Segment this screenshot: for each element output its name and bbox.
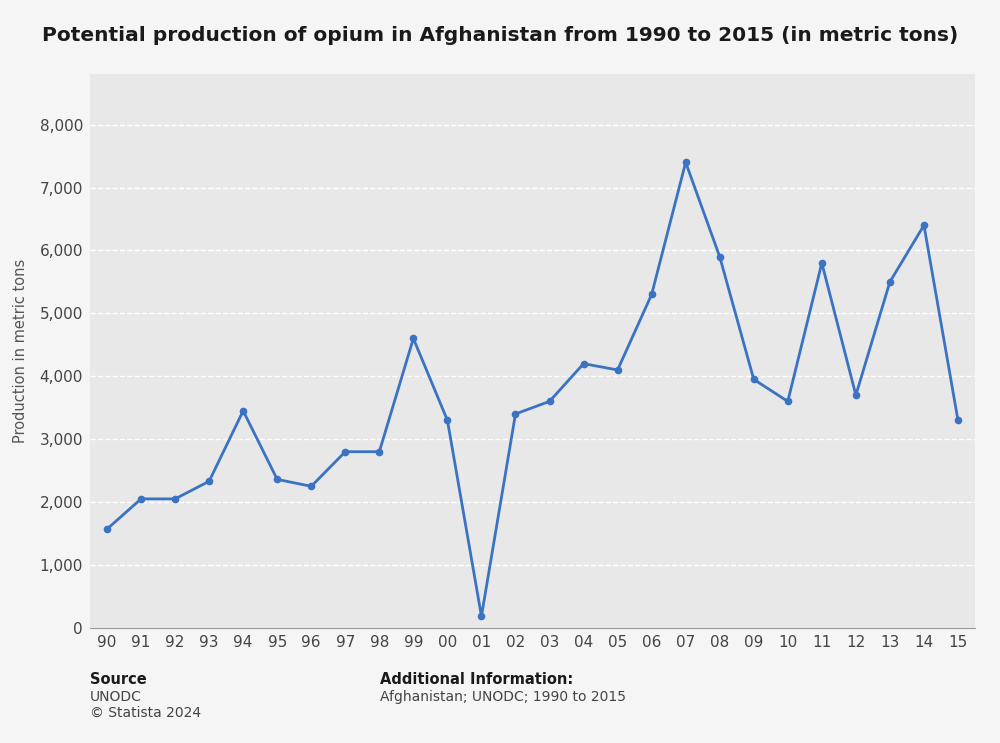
Text: Source: Source (90, 672, 147, 687)
Text: Afghanistan; UNODC; 1990 to 2015: Afghanistan; UNODC; 1990 to 2015 (380, 690, 626, 704)
Text: © Statista 2024: © Statista 2024 (90, 706, 201, 720)
Y-axis label: Production in metric tons: Production in metric tons (13, 259, 28, 443)
Text: Potential production of opium in Afghanistan from 1990 to 2015 (in metric tons): Potential production of opium in Afghani… (42, 26, 958, 45)
Text: Additional Information:: Additional Information: (380, 672, 573, 687)
Text: UNODC: UNODC (90, 690, 142, 704)
